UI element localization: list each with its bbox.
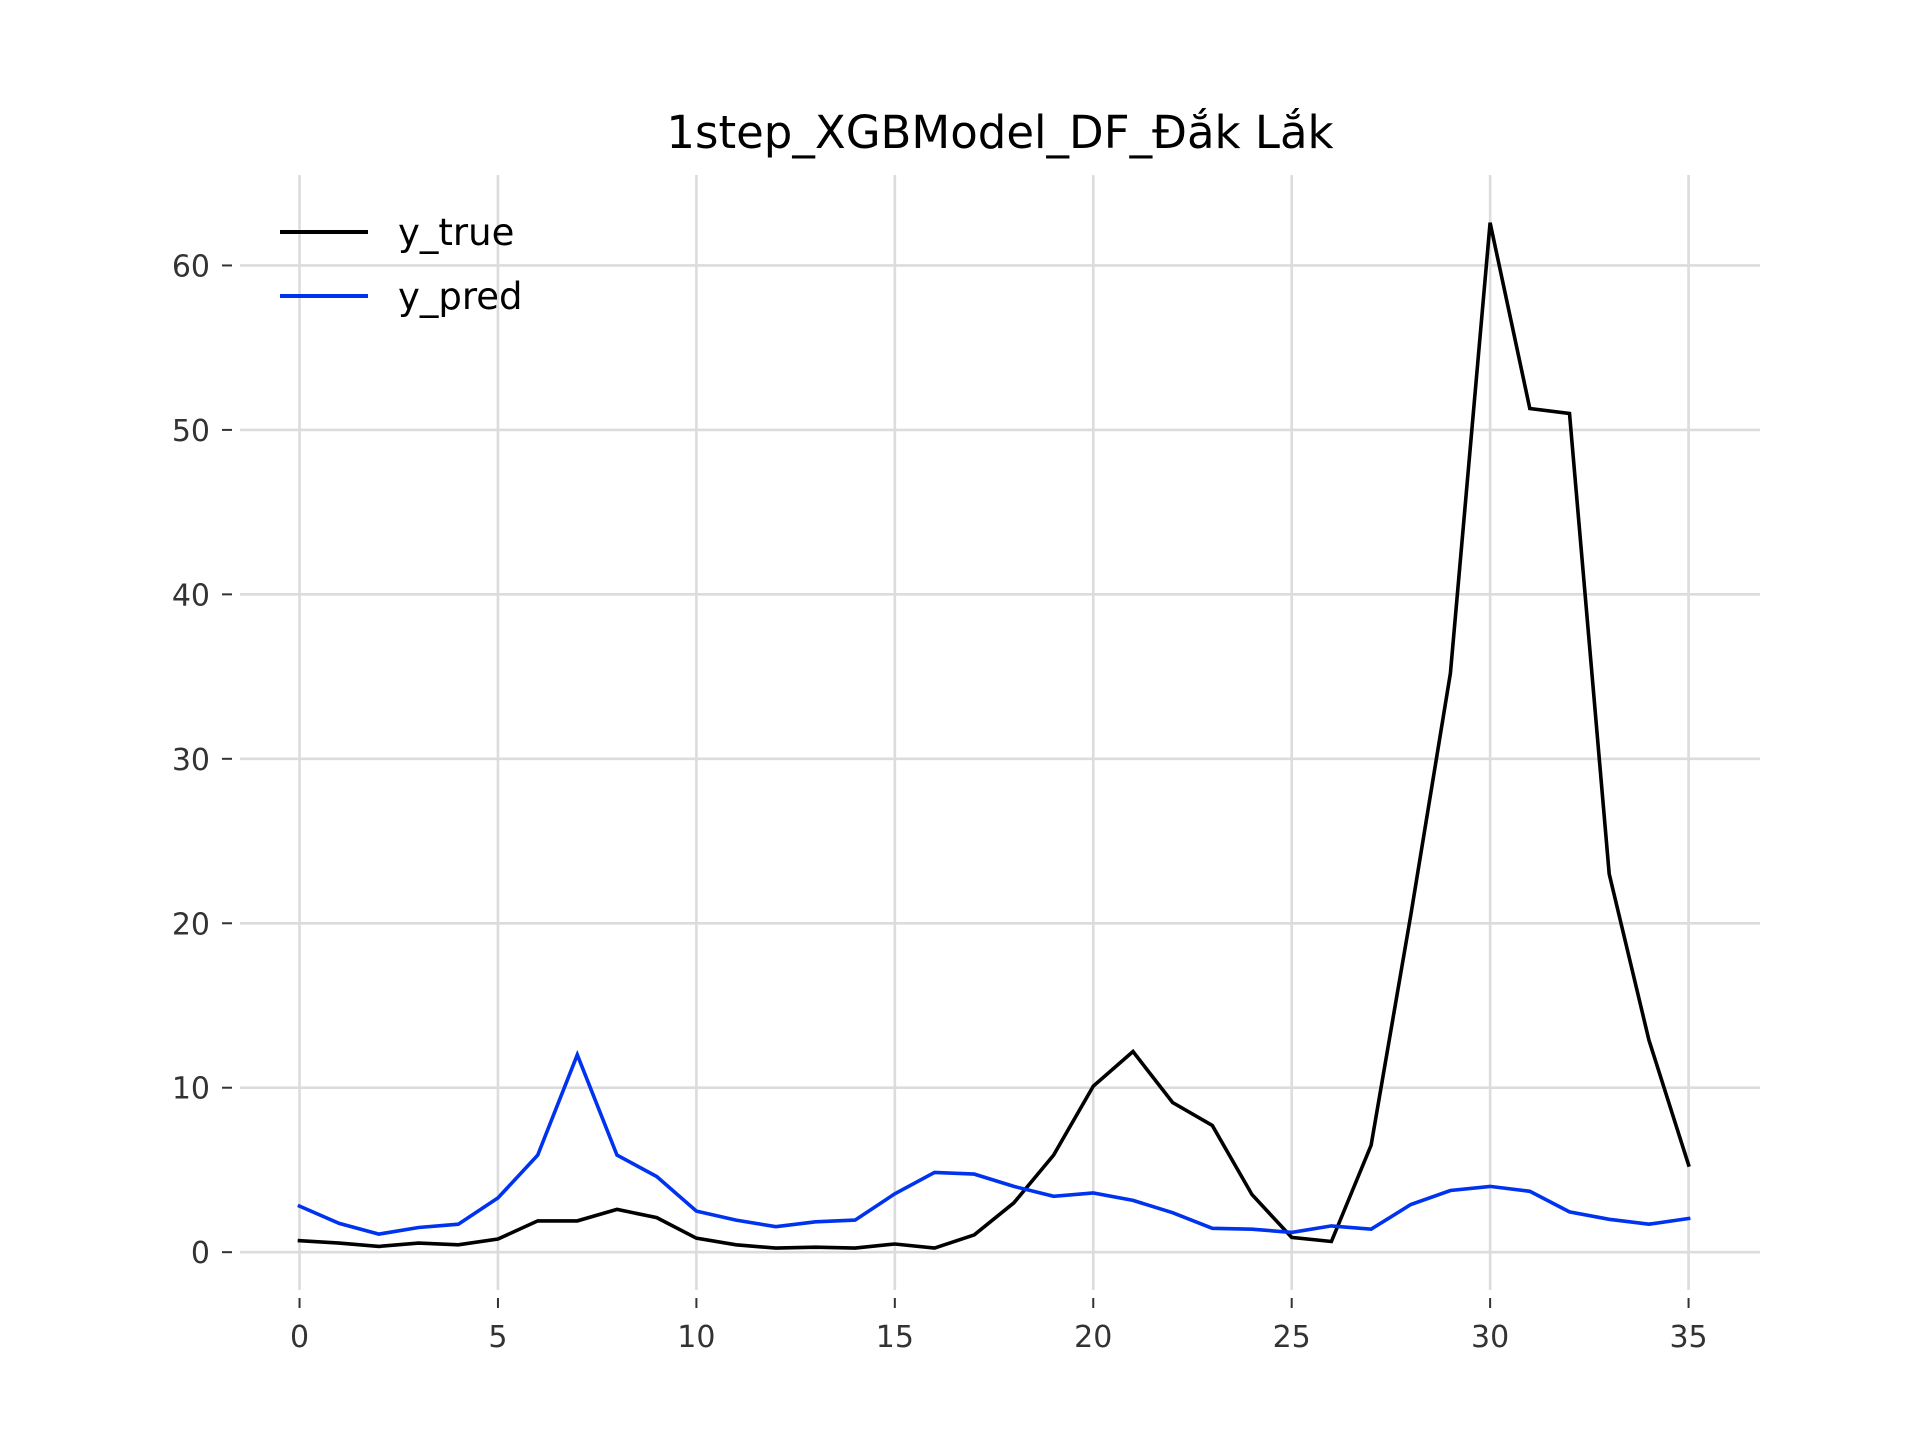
grid	[240, 175, 1760, 1290]
x-tick-label: 10	[677, 1320, 715, 1355]
x-tick-label: 5	[488, 1320, 507, 1355]
y-tick-label: 60	[172, 249, 210, 284]
y-tick-label: 0	[191, 1236, 210, 1271]
axes: 0 5 10 15 20 25 30 35 0 10 20 30 40 50 60	[172, 249, 1708, 1355]
legend: y_true y_pred	[280, 211, 523, 318]
y-tick-label: 50	[172, 414, 210, 449]
chart-title: 1step_XGBModel_DF_Đắk Lắk	[666, 106, 1333, 159]
x-tick-label: 35	[1669, 1320, 1707, 1355]
x-tick-label: 30	[1471, 1320, 1509, 1355]
legend-label-y_pred: y_pred	[398, 275, 523, 318]
y-tick-label: 10	[172, 1072, 210, 1107]
x-tick-label: 15	[876, 1320, 914, 1355]
y-tick-label: 20	[172, 907, 210, 942]
x-tick-label: 20	[1074, 1320, 1112, 1355]
x-tick-label: 0	[290, 1320, 309, 1355]
y-tick-label: 30	[172, 743, 210, 778]
y-tick-label: 40	[172, 578, 210, 613]
legend-label-y_true: y_true	[398, 211, 514, 254]
x-tick-label: 25	[1273, 1320, 1311, 1355]
series-lines	[297, 222, 1691, 1250]
series-line-y_true	[297, 222, 1691, 1250]
series-line-y_pred	[297, 1049, 1691, 1236]
